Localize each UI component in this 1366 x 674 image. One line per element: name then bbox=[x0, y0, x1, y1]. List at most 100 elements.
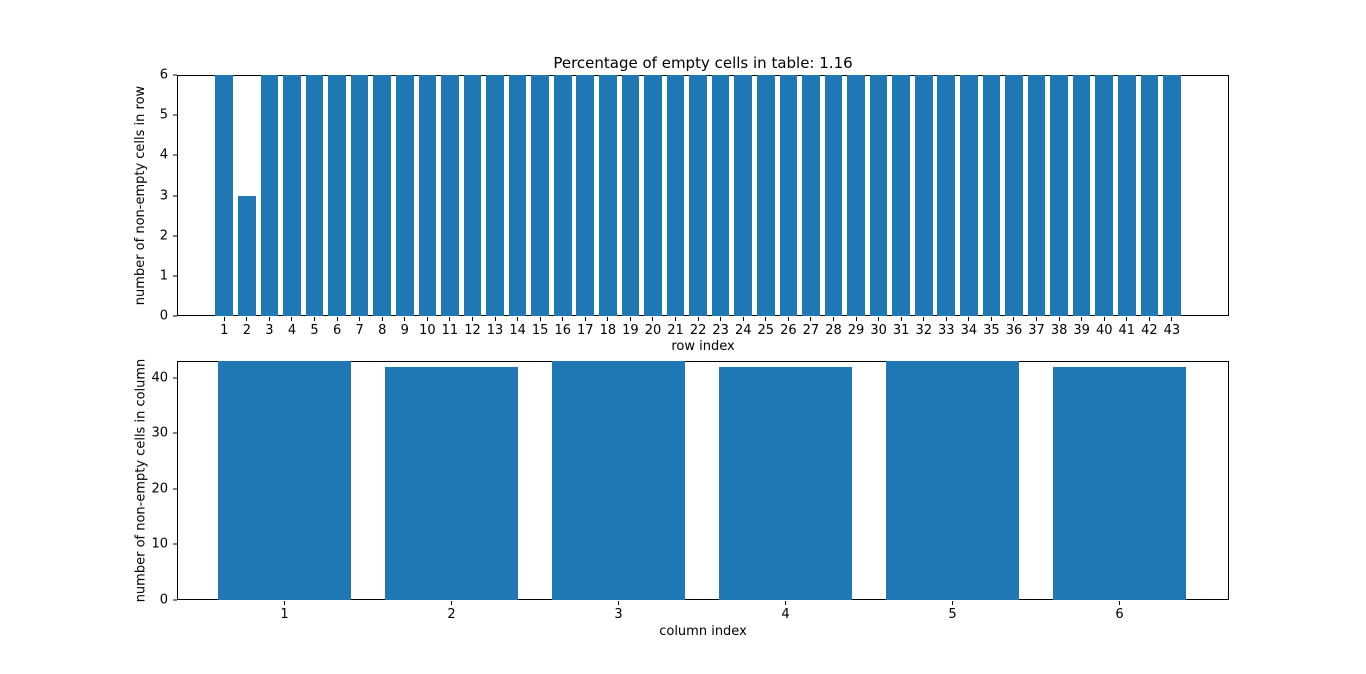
x-tick: 28 bbox=[822, 317, 845, 337]
bar-slot bbox=[535, 361, 702, 600]
tick-mark bbox=[426, 317, 428, 321]
tick-mark bbox=[787, 317, 789, 321]
bar-slot bbox=[213, 75, 236, 316]
x-tick-label: 1 bbox=[220, 323, 229, 338]
bar bbox=[734, 75, 753, 316]
x-tick-label: 36 bbox=[1005, 323, 1023, 338]
y-tick-label: 1 bbox=[159, 268, 168, 284]
x-tick: 34 bbox=[958, 317, 981, 337]
x-tick-label: 43 bbox=[1163, 323, 1181, 338]
tick-mark bbox=[990, 317, 992, 321]
tick-mark bbox=[1036, 317, 1038, 321]
x-tick-label: 19 bbox=[622, 323, 639, 338]
x-tick-label: 9 bbox=[400, 323, 409, 338]
bar-slot bbox=[664, 75, 687, 316]
column-chart-plot-area bbox=[177, 361, 1229, 600]
tick-mark bbox=[268, 317, 270, 321]
x-tick-label: 4 bbox=[781, 607, 790, 622]
bar bbox=[1027, 75, 1046, 316]
y-tick-label: 10 bbox=[151, 536, 168, 552]
x-tick-label: 18 bbox=[599, 323, 617, 338]
bar bbox=[689, 75, 707, 316]
bar-slot bbox=[201, 361, 368, 600]
x-tick-label: 22 bbox=[689, 323, 707, 338]
y-tick-label: 0 bbox=[159, 592, 168, 608]
bar-slot bbox=[439, 75, 462, 316]
tick-mark bbox=[697, 317, 699, 321]
column-chart-y-axis-label-text: number of non-empty cells in column bbox=[133, 358, 149, 603]
x-tick-label: 40 bbox=[1095, 323, 1113, 338]
bar-slot bbox=[702, 361, 869, 600]
column-chart-y-axis-label: number of non-empty cells in column bbox=[133, 358, 149, 603]
tick-mark bbox=[223, 317, 225, 321]
tick-mark bbox=[291, 317, 293, 321]
bar bbox=[1095, 75, 1114, 316]
x-tick: 2 bbox=[236, 317, 259, 337]
x-tick: 16 bbox=[551, 317, 574, 337]
tick-mark bbox=[1058, 317, 1060, 321]
x-tick: 9 bbox=[394, 317, 417, 337]
bar bbox=[463, 75, 482, 316]
x-tick: 14 bbox=[506, 317, 529, 337]
bar bbox=[531, 75, 549, 316]
bar bbox=[553, 75, 572, 316]
tick-mark bbox=[1126, 317, 1128, 321]
bar-slot bbox=[980, 75, 1003, 316]
x-tick: 29 bbox=[845, 317, 868, 337]
tick-mark bbox=[1081, 317, 1083, 321]
bar-slot bbox=[732, 75, 755, 316]
bar bbox=[711, 75, 730, 316]
tick-mark bbox=[173, 275, 177, 277]
x-tick: 42 bbox=[1138, 317, 1161, 337]
tick-mark bbox=[945, 317, 947, 321]
bar-slot bbox=[574, 75, 597, 316]
tick-mark bbox=[284, 601, 285, 605]
y-tick-label: 30 bbox=[151, 425, 168, 441]
x-tick: 31 bbox=[890, 317, 913, 337]
row-chart-x-axis-label: row index bbox=[671, 339, 735, 354]
x-tick: 1 bbox=[213, 317, 236, 337]
x-tick: 20 bbox=[642, 317, 665, 337]
bar bbox=[395, 75, 414, 316]
x-tick: 35 bbox=[980, 317, 1003, 337]
x-tick-label: 20 bbox=[644, 323, 662, 338]
tick-mark bbox=[517, 317, 519, 321]
tick-mark bbox=[1171, 317, 1173, 321]
x-tick-label: 14 bbox=[509, 323, 526, 338]
bar bbox=[1005, 75, 1023, 316]
tick-mark bbox=[381, 317, 383, 321]
bar-slot bbox=[326, 75, 349, 316]
x-tick: 37 bbox=[1025, 317, 1048, 337]
x-tick-label: 15 bbox=[531, 323, 549, 338]
row-chart-y-axis-ticks: 0 1 2 3 4 5 6 bbox=[129, 69, 177, 323]
tick-mark bbox=[173, 488, 177, 490]
bar bbox=[328, 75, 346, 316]
bar bbox=[847, 75, 865, 316]
bar-slot bbox=[348, 75, 371, 316]
x-tick: 17 bbox=[574, 317, 597, 337]
tick-mark bbox=[1103, 317, 1105, 321]
bar bbox=[718, 366, 853, 600]
bar-slot bbox=[303, 75, 326, 316]
x-tick: 8 bbox=[371, 317, 394, 337]
bar bbox=[384, 366, 519, 600]
y-tick-label: 4 bbox=[159, 147, 168, 163]
tick-mark bbox=[173, 599, 177, 601]
tick-mark bbox=[173, 543, 177, 545]
bar-slot bbox=[484, 75, 507, 316]
x-tick-label: 42 bbox=[1141, 323, 1158, 338]
x-tick-label: 6 bbox=[332, 323, 342, 338]
bar-slot bbox=[1116, 75, 1139, 316]
bar-slot bbox=[597, 75, 620, 316]
tick-mark bbox=[900, 317, 902, 321]
bar-slot bbox=[642, 75, 665, 316]
x-tick: 40 bbox=[1093, 317, 1116, 337]
bar bbox=[283, 75, 301, 316]
x-tick: 5 bbox=[869, 601, 1036, 621]
x-tick: 2 bbox=[368, 601, 535, 621]
x-tick-label: 8 bbox=[378, 323, 387, 338]
bar-slot bbox=[461, 75, 484, 316]
tick-mark bbox=[765, 317, 767, 321]
x-tick-label: 24 bbox=[734, 323, 752, 338]
